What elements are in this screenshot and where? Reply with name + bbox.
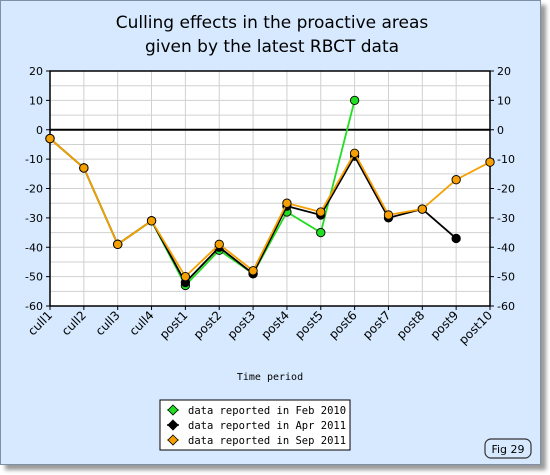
legend-entry-1: data reported in Apr 2011	[188, 420, 346, 432]
y-tick-label-left: -30	[25, 212, 43, 225]
y-tick-label-left: -40	[25, 241, 43, 254]
y-tick-label-left: -60	[25, 300, 43, 313]
y-tick-label-right: 10	[497, 94, 511, 107]
series-2-point	[485, 157, 495, 167]
figure-badge: Fig 29	[484, 438, 532, 459]
x-tick-label-post2: post2	[191, 308, 225, 342]
series-2-point	[113, 239, 123, 249]
x-tick-label-post7: post7	[360, 308, 394, 342]
legend-marker-0	[167, 404, 179, 416]
x-tick-label-post4: post4	[258, 308, 292, 342]
x-tick-label-post5: post5	[292, 308, 326, 342]
series-2-point	[214, 239, 224, 249]
y-tick-label-right: -50	[497, 271, 515, 284]
legend-box	[159, 399, 351, 451]
y-tick-label-left: 0	[36, 124, 43, 137]
x-axis-label: Time period	[237, 372, 303, 383]
y-tick-label-left: -20	[25, 183, 43, 196]
series-2-point	[45, 133, 55, 144]
legend-marker-2	[167, 434, 179, 446]
y-tick-label-right: -20	[497, 183, 515, 196]
series-2-point	[383, 210, 394, 220]
series-2-point	[316, 207, 326, 217]
y-tick-label-left: 10	[29, 94, 43, 107]
series-2-point	[282, 198, 292, 208]
series-0-point	[316, 227, 326, 238]
series-2-point	[146, 216, 157, 226]
x-tick-label-post6: post6	[326, 308, 360, 342]
series-2-point	[79, 163, 89, 173]
x-tick-label-cull4: cull4	[127, 308, 157, 338]
series-2-point	[451, 175, 461, 185]
legend-entry-0: data reported in Feb 2010	[188, 405, 346, 417]
x-tick-label-post1: post1	[157, 308, 191, 342]
y-tick-label-right: 20	[497, 65, 511, 78]
y-tick-label-right: -60	[497, 300, 515, 313]
plot-border	[49, 70, 491, 307]
series-2-point	[248, 266, 258, 276]
y-tick-label-right: -40	[497, 241, 515, 254]
x-tick-label-cull2: cull2	[59, 308, 89, 338]
series-line-2	[49, 137, 491, 279]
figure-badge-box	[484, 438, 532, 459]
y-tick-label-right: -10	[497, 153, 515, 166]
y-tick-label-right: 0	[497, 124, 504, 137]
series-2-point	[180, 271, 191, 282]
y-tick-label-left: -50	[25, 271, 43, 284]
legend: data reported in Feb 2010 data reported i…	[159, 399, 351, 451]
series-0-point	[349, 95, 360, 106]
legend-marker-1	[167, 419, 179, 431]
x-tick-label-post3: post3	[225, 308, 259, 342]
y-tick-label-right: -30	[497, 212, 515, 225]
chart-title-line-1: Culling effects in the proactive areas	[116, 13, 429, 33]
series-2-point	[417, 204, 427, 214]
y-tick-label-left: 20	[29, 65, 43, 78]
x-tick-label-post10: post10	[456, 308, 495, 347]
figure-badge-label: Fig 29	[491, 443, 524, 456]
y-tick-label-left: -10	[25, 153, 43, 166]
x-tick-label-cull3: cull3	[93, 308, 123, 338]
chart-title-line-2: given by the latest RBCT data	[145, 37, 399, 57]
series-2-point	[349, 148, 360, 158]
legend-entry-2: data reported in Sep 2011	[188, 435, 346, 447]
x-tick-label-post8: post8	[394, 308, 428, 342]
series-1-point	[451, 233, 461, 244]
